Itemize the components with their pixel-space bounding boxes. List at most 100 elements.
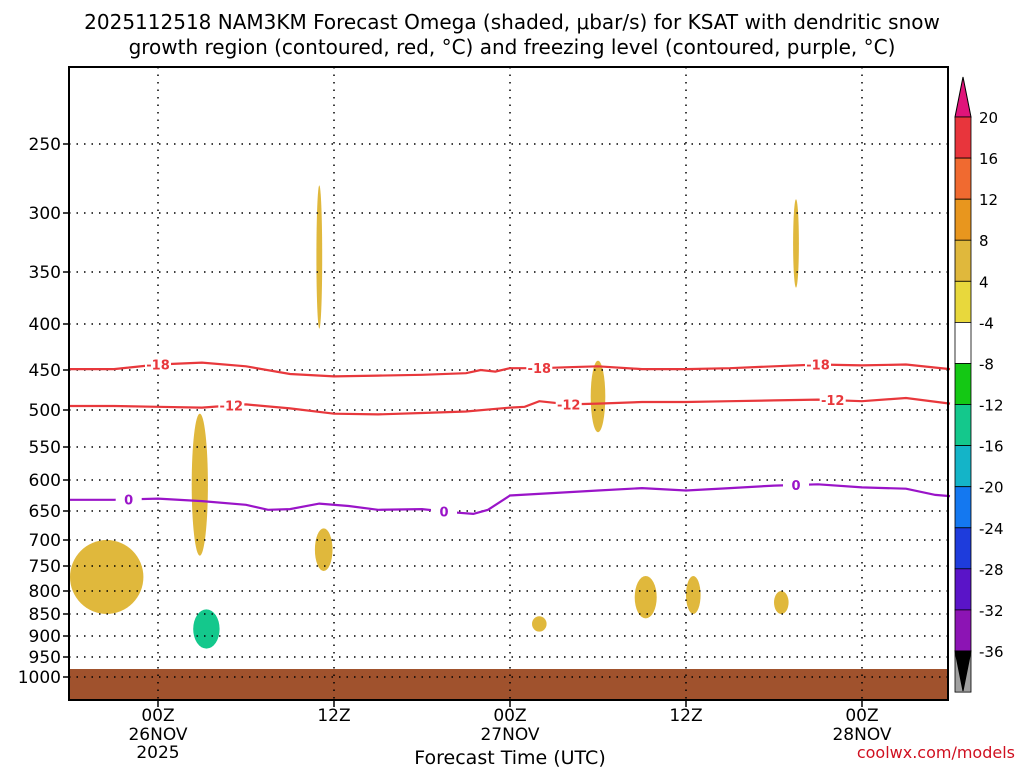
omega-region: [70, 540, 144, 614]
y-tick-label: 550: [29, 438, 61, 458]
omega-region: [774, 591, 789, 614]
surface-band: [69, 669, 948, 700]
chart-title-line-2: growth region (contoured, red, °C) and f…: [129, 35, 896, 59]
y-tick-label: 700: [29, 531, 61, 551]
colorbar-level-label: -24: [979, 520, 1004, 538]
omega-region: [191, 413, 208, 556]
colorbar: 20 16 12 8 4 -4 -8 -12 -16 -20 -24 -28 -32 -36: [954, 76, 1004, 693]
colorbar-swatch: [954, 404, 972, 446]
y-tick-label: 600: [29, 471, 61, 491]
contour-label-bg: [526, 360, 553, 376]
x-tick-sublabel: 2025: [136, 743, 179, 763]
colorbar-level-label: 12: [979, 191, 998, 209]
colorbar-swatch: [954, 157, 972, 200]
contour-line: [70, 361, 951, 378]
y-tick-label: 450: [29, 361, 61, 381]
x-tick-sublabel: 27NOV: [480, 725, 539, 745]
x-tick-label: 12Z: [317, 706, 350, 726]
colorbar-swatch: [954, 198, 972, 241]
colorbar-swatch: [954, 609, 972, 652]
y-tick-label: 350: [29, 263, 61, 283]
omega-region: [933, 576, 939, 591]
colorbar-swatch: [954, 568, 972, 611]
x-tick-label: 00Z: [845, 706, 878, 726]
colorbar-top-extend: [954, 76, 972, 118]
contour-label-bg: [218, 397, 245, 413]
colorbar-swatch: [954, 280, 972, 323]
contour-label: -18: [528, 362, 552, 377]
y-tick-label: 300: [29, 204, 61, 224]
y-tick-label: 400: [29, 315, 61, 335]
colorbar-swatch: [954, 527, 972, 570]
y-tick-label: 500: [29, 401, 61, 421]
colorbar-level-label: -8: [979, 356, 994, 374]
x-axis-label: Forecast Time (UTC): [414, 747, 605, 768]
omega-region: [793, 199, 799, 288]
colorbar-level-label: -20: [979, 479, 1004, 497]
contour-label-bg: [783, 477, 809, 492]
colorbar-level-label: -4: [979, 314, 994, 332]
contour-label: 0: [791, 479, 800, 494]
omega-region: [314, 528, 333, 571]
omega-shading: [70, 185, 950, 667]
contour-label: -18: [806, 359, 830, 374]
colorbar-level-label: -12: [979, 397, 1004, 415]
chart-title-line-1: 2025112518 NAM3KM Forecast Omega (shaded…: [84, 10, 940, 34]
omega-region: [686, 576, 701, 614]
contour-label-bg: [115, 491, 142, 507]
omega-region: [532, 616, 547, 632]
x-tick-label: 00Z: [493, 706, 526, 726]
plot-area: -18 -18 -18 -12 -12 -12 0 0 0: [68, 66, 951, 701]
grid-lines: [69, 67, 948, 700]
credit-text: coolwx.com/models: [857, 743, 1015, 762]
contour-line: [70, 483, 951, 516]
colorbar-level-label: 8: [979, 232, 989, 250]
contour-label: 0: [124, 493, 133, 508]
contour-lines: -18 -18 -18 -12 -12 -12 0 0 0: [70, 356, 951, 520]
omega-region: [193, 609, 220, 649]
y-tick-label: 850: [29, 605, 61, 625]
colorbar-level-label: -16: [979, 438, 1004, 456]
x-tick-sublabel: 28NOV: [832, 725, 891, 745]
y-tick-label: 750: [29, 557, 61, 577]
colorbar-swatch: [954, 239, 972, 282]
colorbar-level-label: 4: [979, 273, 989, 291]
colorbar-level-label: -28: [979, 561, 1004, 579]
omega-region: [268, 298, 312, 474]
colorbar-swatch: [954, 363, 972, 405]
colorbar-bottom-extend: [954, 650, 972, 692]
y-tick-label: 1000: [18, 668, 61, 688]
x-tick-label: 00Z: [141, 706, 174, 726]
y-tick-label: 950: [29, 648, 61, 668]
omega-region: [634, 576, 657, 619]
y-axis: 2503003504004505005506006507007508008509…: [18, 135, 69, 688]
contour-label: -18: [146, 359, 170, 374]
colorbar-swatch: [954, 445, 972, 488]
contour-label-bg: [819, 392, 846, 408]
omega-region: [136, 576, 298, 653]
contour-label-bg: [555, 396, 582, 412]
y-tick-label: 800: [29, 582, 61, 602]
omega-region: [590, 360, 606, 433]
y-tick-label: 900: [29, 627, 61, 647]
omega-region: [884, 648, 950, 667]
contour-label: -12: [220, 400, 244, 415]
y-tick-label: 650: [29, 502, 61, 522]
x-tick-sublabel: 26NOV: [128, 725, 187, 745]
contour-label: 0: [439, 505, 448, 520]
contour-label-bg: [805, 356, 831, 372]
contour-label-bg: [145, 356, 171, 372]
colorbar-level-label: -32: [979, 602, 1004, 620]
contour-label-bg: [431, 503, 457, 519]
plot-border: [68, 66, 949, 701]
contour-label: -12: [557, 398, 581, 413]
colorbar-swatch: [954, 321, 972, 364]
surface-terrain: [69, 669, 948, 700]
omega-region: [749, 571, 757, 586]
omega-region: [238, 206, 251, 329]
colorbar-level-label: -36: [979, 643, 1004, 661]
colorbar-swatch: [954, 486, 972, 529]
x-tick-label: 12Z: [669, 706, 702, 726]
